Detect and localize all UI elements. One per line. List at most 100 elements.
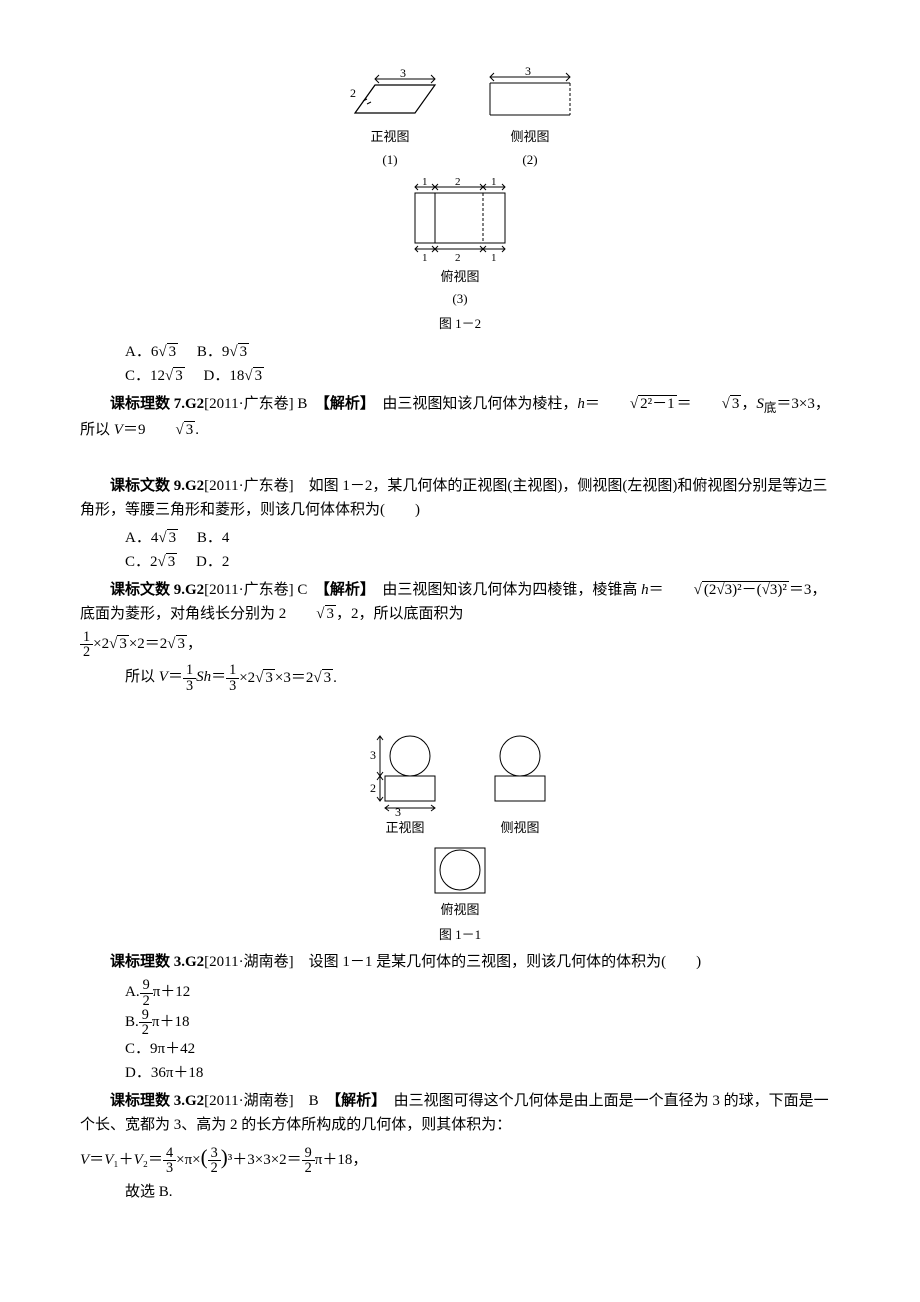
- fig2-top: 俯视图: [425, 843, 495, 921]
- q3-final: 故选 B.: [125, 1180, 840, 1204]
- q3-mid: ×π×: [176, 1152, 201, 1168]
- fig2-side-svg: [480, 726, 560, 816]
- q3-calc: V＝V₁＋V₂＝43×π×(32)³＋3×3×2＝92π＋18，: [80, 1141, 840, 1175]
- q1-sub: 底: [764, 401, 777, 415]
- svg-text:3: 3: [370, 748, 376, 762]
- q1-optD: D．18√3: [204, 368, 265, 384]
- fig1-front-svg: 3 2: [335, 65, 445, 125]
- q3-problem: 课标理数 3.G2[2011·湖南卷] 设图 1－1 是某几何体的三视图，则该几…: [80, 950, 840, 974]
- q3-c3d: 2: [302, 1161, 315, 1175]
- q1-optB: B．9√3: [197, 344, 249, 360]
- q3-Bn: 9: [139, 1008, 152, 1023]
- q1-title: 课标理数 7.G2: [110, 396, 204, 412]
- svg-text:3: 3: [395, 805, 401, 816]
- q3-Bd: 2: [139, 1023, 152, 1037]
- fig2-side-label: 侧视图: [480, 818, 560, 839]
- svg-text:1: 1: [422, 252, 428, 264]
- fig1-caption: 图 1－2: [80, 314, 840, 335]
- q2-options-ab: A．4√3 B．4: [125, 526, 840, 550]
- fig1-side-svg: 3: [475, 65, 585, 125]
- svg-text:3: 3: [400, 66, 406, 80]
- q2-f1n: 1: [80, 630, 93, 645]
- q3-optA-pre: A.: [125, 985, 140, 1001]
- q2-final-c: ×2√3×3＝2√3.: [239, 670, 337, 686]
- q3-end: π＋18，: [315, 1152, 368, 1168]
- q2-answer: 课标文数 9.G2[2011·广东卷] C 【解析】 由三视图知该几何体为四棱锥…: [80, 578, 840, 626]
- svg-text:2: 2: [455, 252, 461, 264]
- q2-ans-a: 课标文数 9.G2: [110, 582, 204, 598]
- svg-text:2: 2: [455, 176, 461, 188]
- fig1-front: 3 2 正视图 (1): [335, 65, 445, 171]
- q3-ans-c: 【解析】: [334, 1093, 379, 1109]
- svg-text:1: 1: [491, 176, 497, 188]
- q3-Ad: 2: [140, 994, 153, 1008]
- q3-c2d: 2: [208, 1161, 221, 1175]
- figure-2: 3 2 3 正视图 侧视图 俯: [80, 726, 840, 945]
- q2-optD: D．2: [196, 554, 229, 570]
- fig1-side-num: (2): [475, 150, 585, 171]
- q2-ans-d: 由三视图知该几何体为四棱锥，棱锥高: [367, 582, 641, 598]
- fig2-top-label: 俯视图: [425, 900, 495, 921]
- q3-c1d: 3: [163, 1161, 176, 1175]
- q2-f1d: 2: [80, 645, 93, 659]
- figure-1: 3 2 正视图 (1) 3 侧视图 (2): [80, 65, 840, 335]
- fig1-side: 3 侧视图 (2): [475, 65, 585, 171]
- q1-options-cd: C．12√3 D．18√3: [125, 364, 840, 388]
- svg-text:2: 2: [370, 781, 376, 795]
- q1-options-ab: A．6√3 B．9√3: [125, 340, 840, 364]
- q3-answer: 课标理数 3.G2[2011·湖南卷] B 【解析】 由三视图可得这个几何体是由…: [80, 1089, 840, 1137]
- fig1-front-label: 正视图: [335, 127, 445, 148]
- svg-text:1: 1: [422, 176, 428, 188]
- q2-options-cd: C．2√3 D．2: [125, 550, 840, 574]
- fig2-front: 3 2 3 正视图: [360, 726, 450, 839]
- q2-calc1: 12×2√3×2＝2√3，: [80, 630, 840, 660]
- q3-exp: ³＋3×3×2＝: [228, 1152, 302, 1168]
- q1-s1: ，S: [741, 396, 764, 412]
- q3-title: 课标理数 3.G2: [110, 954, 204, 970]
- fig2-front-label: 正视图: [360, 818, 450, 839]
- svg-text:2: 2: [350, 86, 356, 100]
- fig1-side-label: 侧视图: [475, 127, 585, 148]
- q3-optA: A.92π＋12: [125, 978, 840, 1008]
- fig2-top-svg: [425, 843, 495, 898]
- fig2-side: 侧视图: [480, 726, 560, 839]
- q3-optB-post: π＋18: [152, 1014, 190, 1030]
- q3-ans-a: 课标理数 3.G2: [110, 1093, 204, 1109]
- q2-final: 所以 V＝13Sh＝13×2√3×3＝2√3.: [125, 663, 840, 693]
- q2-final-a: 所以 V＝: [125, 670, 183, 686]
- q2-title: 课标文数 9.G2: [110, 478, 204, 494]
- q2-ans-c: 【解析】: [322, 582, 367, 598]
- q2-ans-b: [2011·广东卷] C: [204, 582, 322, 598]
- q3-optB-pre: B.: [125, 1014, 139, 1030]
- q1-optA: A．6√3: [125, 344, 178, 360]
- q2-calc1-text: ×2√3×2＝2√3，: [93, 636, 202, 652]
- q2-problem: 课标文数 9.G2[2011·广东卷] 如图 1－2，某几何体的正视图(主视图)…: [80, 474, 840, 522]
- fig1-top: 1 2 1 1 2 1: [395, 175, 525, 311]
- fig1-top-svg: 1 2 1 1 2 1: [395, 175, 525, 265]
- fig2-caption: 图 1－1: [80, 925, 840, 946]
- q3-titleb: [2011·湖南卷] 设图 1－1 是某几何体的三视图，则该几何体的体积为( ): [204, 954, 701, 970]
- fig1-front-num: (1): [335, 150, 445, 171]
- q3-An: 9: [140, 978, 153, 993]
- q1-h: h: [577, 396, 585, 412]
- q3-c2n: 3: [208, 1146, 221, 1161]
- q3-c3n: 9: [302, 1146, 315, 1161]
- q3-c1n: 4: [163, 1146, 176, 1161]
- q1-t4: 由三视图知该几何体为棱柱，: [367, 396, 577, 412]
- q2-optA: A．4√3: [125, 530, 178, 546]
- q1-t3: 【解析】: [322, 396, 367, 412]
- q1-answer: 课标理数 7.G2[2011·广东卷] B 【解析】 由三视图知该几何体为棱柱，…: [80, 392, 840, 442]
- fig1-top-label: 俯视图: [395, 267, 525, 288]
- q2-optC: C．2√3: [125, 554, 177, 570]
- fig2-front-svg: 3 2 3: [360, 726, 450, 816]
- q2-optB: B．4: [197, 530, 230, 546]
- svg-text:1: 1: [491, 252, 497, 264]
- q3-optA-post: π＋12: [153, 985, 191, 1001]
- q3-optB: B.92π＋18: [125, 1008, 840, 1038]
- q1-t2: [2011·广东卷] B: [204, 396, 322, 412]
- q3-ans-b: [2011·湖南卷] B: [204, 1093, 333, 1109]
- q3-optC: C．9π＋42: [125, 1037, 840, 1061]
- q1-optC: C．12√3: [125, 368, 185, 384]
- svg-text:3: 3: [525, 65, 531, 78]
- fig1-top-num: (3): [395, 289, 525, 310]
